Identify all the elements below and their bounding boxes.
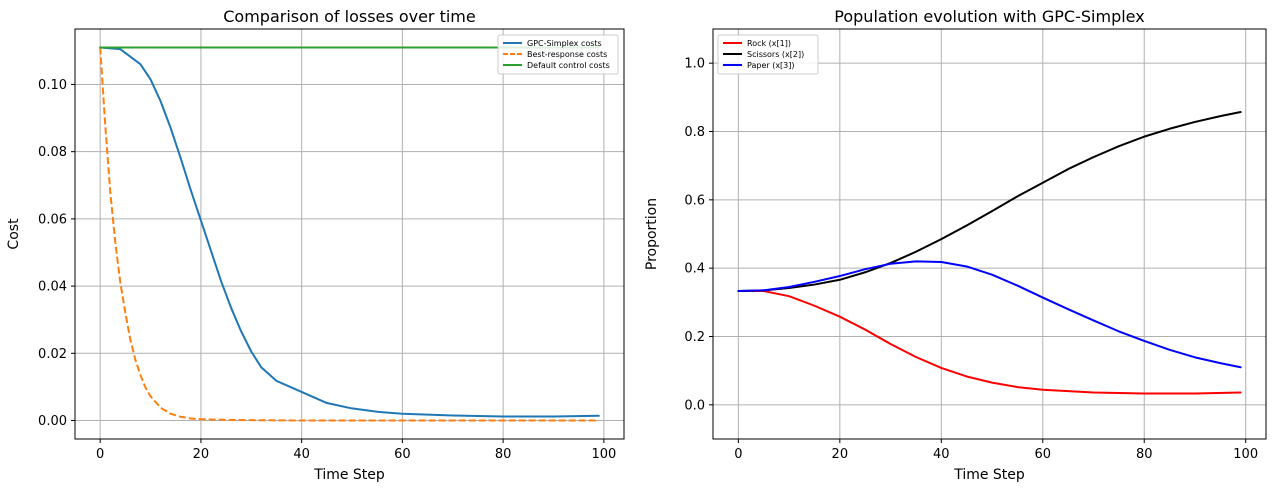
x-tick-label: 20 (193, 447, 210, 462)
legend: Rock (x[1]) Scissors (x[2]) Paper (x[3]) (717, 34, 819, 75)
legend-label: Paper (x[3]) (747, 61, 795, 70)
y-tick-label: 0.06 (38, 212, 67, 227)
x-tick-label: 60 (394, 447, 411, 462)
x-tick-label: 80 (1136, 447, 1153, 462)
y-tick-label: 0.0 (684, 398, 705, 413)
legend-label: GPC-Simplex costs (527, 39, 602, 48)
y-tick-label: 0.8 (684, 125, 705, 140)
legend-frame (717, 34, 819, 75)
chart-title: Comparison of losses over time (223, 7, 475, 26)
y-tick-label: 0.10 (38, 78, 67, 93)
x-tick-label: 0 (734, 447, 742, 462)
x-tick-label: 100 (1233, 447, 1258, 462)
series-line-3 (737, 260, 1242, 369)
y-tick-label: 0.02 (38, 347, 67, 362)
series-line-2 (99, 47, 599, 422)
chart-title: Population evolution with GPC-Simplex (834, 7, 1144, 26)
series-line-1 (99, 46, 600, 418)
y-tick-label: 0.6 (684, 193, 705, 208)
legend-label: Scissors (x[2]) (747, 50, 804, 59)
series-line-2 (737, 111, 1242, 293)
x-axis-label: Time Step (313, 467, 385, 483)
axes-frame (712, 28, 1267, 440)
legend-label: Best-response costs (527, 50, 607, 59)
x-tick-label: 80 (495, 447, 512, 462)
y-tick-label: 0.4 (684, 262, 705, 277)
y-tick-label: 0.04 (38, 280, 67, 295)
axes-frame (74, 28, 625, 440)
x-axis-label: Time Step (953, 467, 1025, 483)
chart-1: 0 20 40 60 80 100 0.00 0.02 0.04 0.06 0.08 0.10 Comp… (6, 7, 625, 483)
legend-label: Default control costs (527, 61, 610, 70)
y-tick-label: 0.00 (38, 414, 67, 429)
y-axis-label: Proportion (644, 198, 660, 270)
x-tick-label: 40 (933, 447, 950, 462)
legend: GPC-Simplex costs Best-response costs Defa… (497, 34, 619, 75)
x-tick-label: 60 (1034, 447, 1051, 462)
x-tick-label: 20 (832, 447, 849, 462)
x-tick-label: 0 (96, 447, 104, 462)
x-tick-label: 40 (293, 447, 310, 462)
series-line-1 (737, 290, 1242, 395)
y-tick-label: 1.0 (684, 57, 705, 72)
legend-label: Rock (x[1]) (747, 39, 791, 48)
y-tick-label: 0.08 (38, 145, 67, 160)
y-axis-label: Cost (6, 218, 22, 250)
x-tick-label: 100 (591, 447, 616, 462)
legend-frame (497, 34, 619, 75)
chart-2: 0 20 40 60 80 100 0.0 0.2 0.4 0.6 0.8 1.0 Population… (644, 7, 1267, 483)
y-tick-label: 0.2 (684, 330, 705, 345)
